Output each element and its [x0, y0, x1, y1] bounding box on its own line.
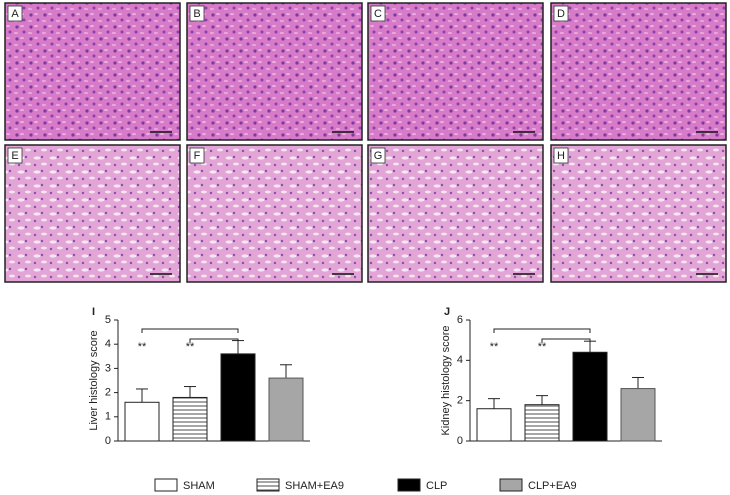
- bar: [268, 377, 304, 442]
- panel-label: F: [194, 150, 201, 162]
- legend-swatch: [154, 478, 178, 492]
- panel-label: I: [92, 306, 95, 318]
- legend-label: CLP: [426, 480, 447, 492]
- panel-label-box: [553, 5, 569, 22]
- panel-label-box: [370, 5, 386, 22]
- significance-label: **: [138, 341, 147, 353]
- y-axis-label: Kidney histology score: [440, 325, 452, 435]
- y-tick-label: 5: [105, 314, 111, 326]
- bar: [524, 404, 560, 442]
- panel-label: B: [193, 8, 200, 20]
- legend-swatch: [256, 478, 280, 492]
- y-tick-label: 6: [457, 314, 463, 326]
- bar: [220, 353, 256, 442]
- panel-label: H: [557, 150, 565, 162]
- bar: [124, 401, 160, 442]
- histology-image: [550, 144, 727, 283]
- panel-label: A: [11, 8, 19, 20]
- y-axis-label: Liver histology score: [88, 330, 100, 430]
- histology-image: [4, 144, 181, 283]
- significance-bracket: [189, 338, 239, 343]
- histology-image: [4, 2, 181, 141]
- y-tick-label: 2: [457, 395, 463, 407]
- significance-bracket: [493, 328, 591, 333]
- panel-label-box: [189, 5, 205, 22]
- panel-label-box: [370, 147, 386, 164]
- y-tick-label: 4: [105, 338, 111, 350]
- y-tick-label: 3: [105, 362, 111, 374]
- legend-swatch: [397, 478, 421, 492]
- panel-label-box: [189, 147, 205, 164]
- panel-label: J: [444, 306, 450, 318]
- y-tick-label: 0: [105, 435, 111, 447]
- significance-label: **: [186, 341, 195, 353]
- bar: [476, 408, 512, 442]
- panel-label-box: [7, 5, 23, 22]
- histology-image: [186, 2, 363, 141]
- bar: [572, 351, 608, 442]
- panel-label: G: [374, 150, 383, 162]
- legend-swatch: [499, 478, 523, 492]
- significance-label: **: [538, 341, 547, 353]
- panel-label: C: [374, 8, 382, 20]
- y-tick-label: 4: [457, 354, 463, 366]
- significance-label: **: [490, 341, 499, 353]
- bar: [172, 396, 208, 442]
- y-tick-label: 2: [105, 387, 111, 399]
- histology-image: [550, 2, 727, 141]
- panel-label: E: [11, 150, 18, 162]
- significance-bracket: [141, 328, 239, 333]
- panel-label: D: [557, 8, 565, 20]
- panel-label-box: [7, 147, 23, 164]
- histology-image: [367, 2, 544, 141]
- legend-label: SHAM: [183, 480, 215, 492]
- bar: [620, 388, 656, 442]
- significance-bracket: [541, 338, 591, 343]
- histology-image: [367, 144, 544, 283]
- y-tick-label: 1: [105, 411, 111, 423]
- y-tick-label: 0: [457, 435, 463, 447]
- legend-label: CLP+EA9: [528, 480, 577, 492]
- histology-image: [186, 144, 363, 283]
- panel-label-box: [553, 147, 569, 164]
- legend-label: SHAM+EA9: [285, 480, 344, 492]
